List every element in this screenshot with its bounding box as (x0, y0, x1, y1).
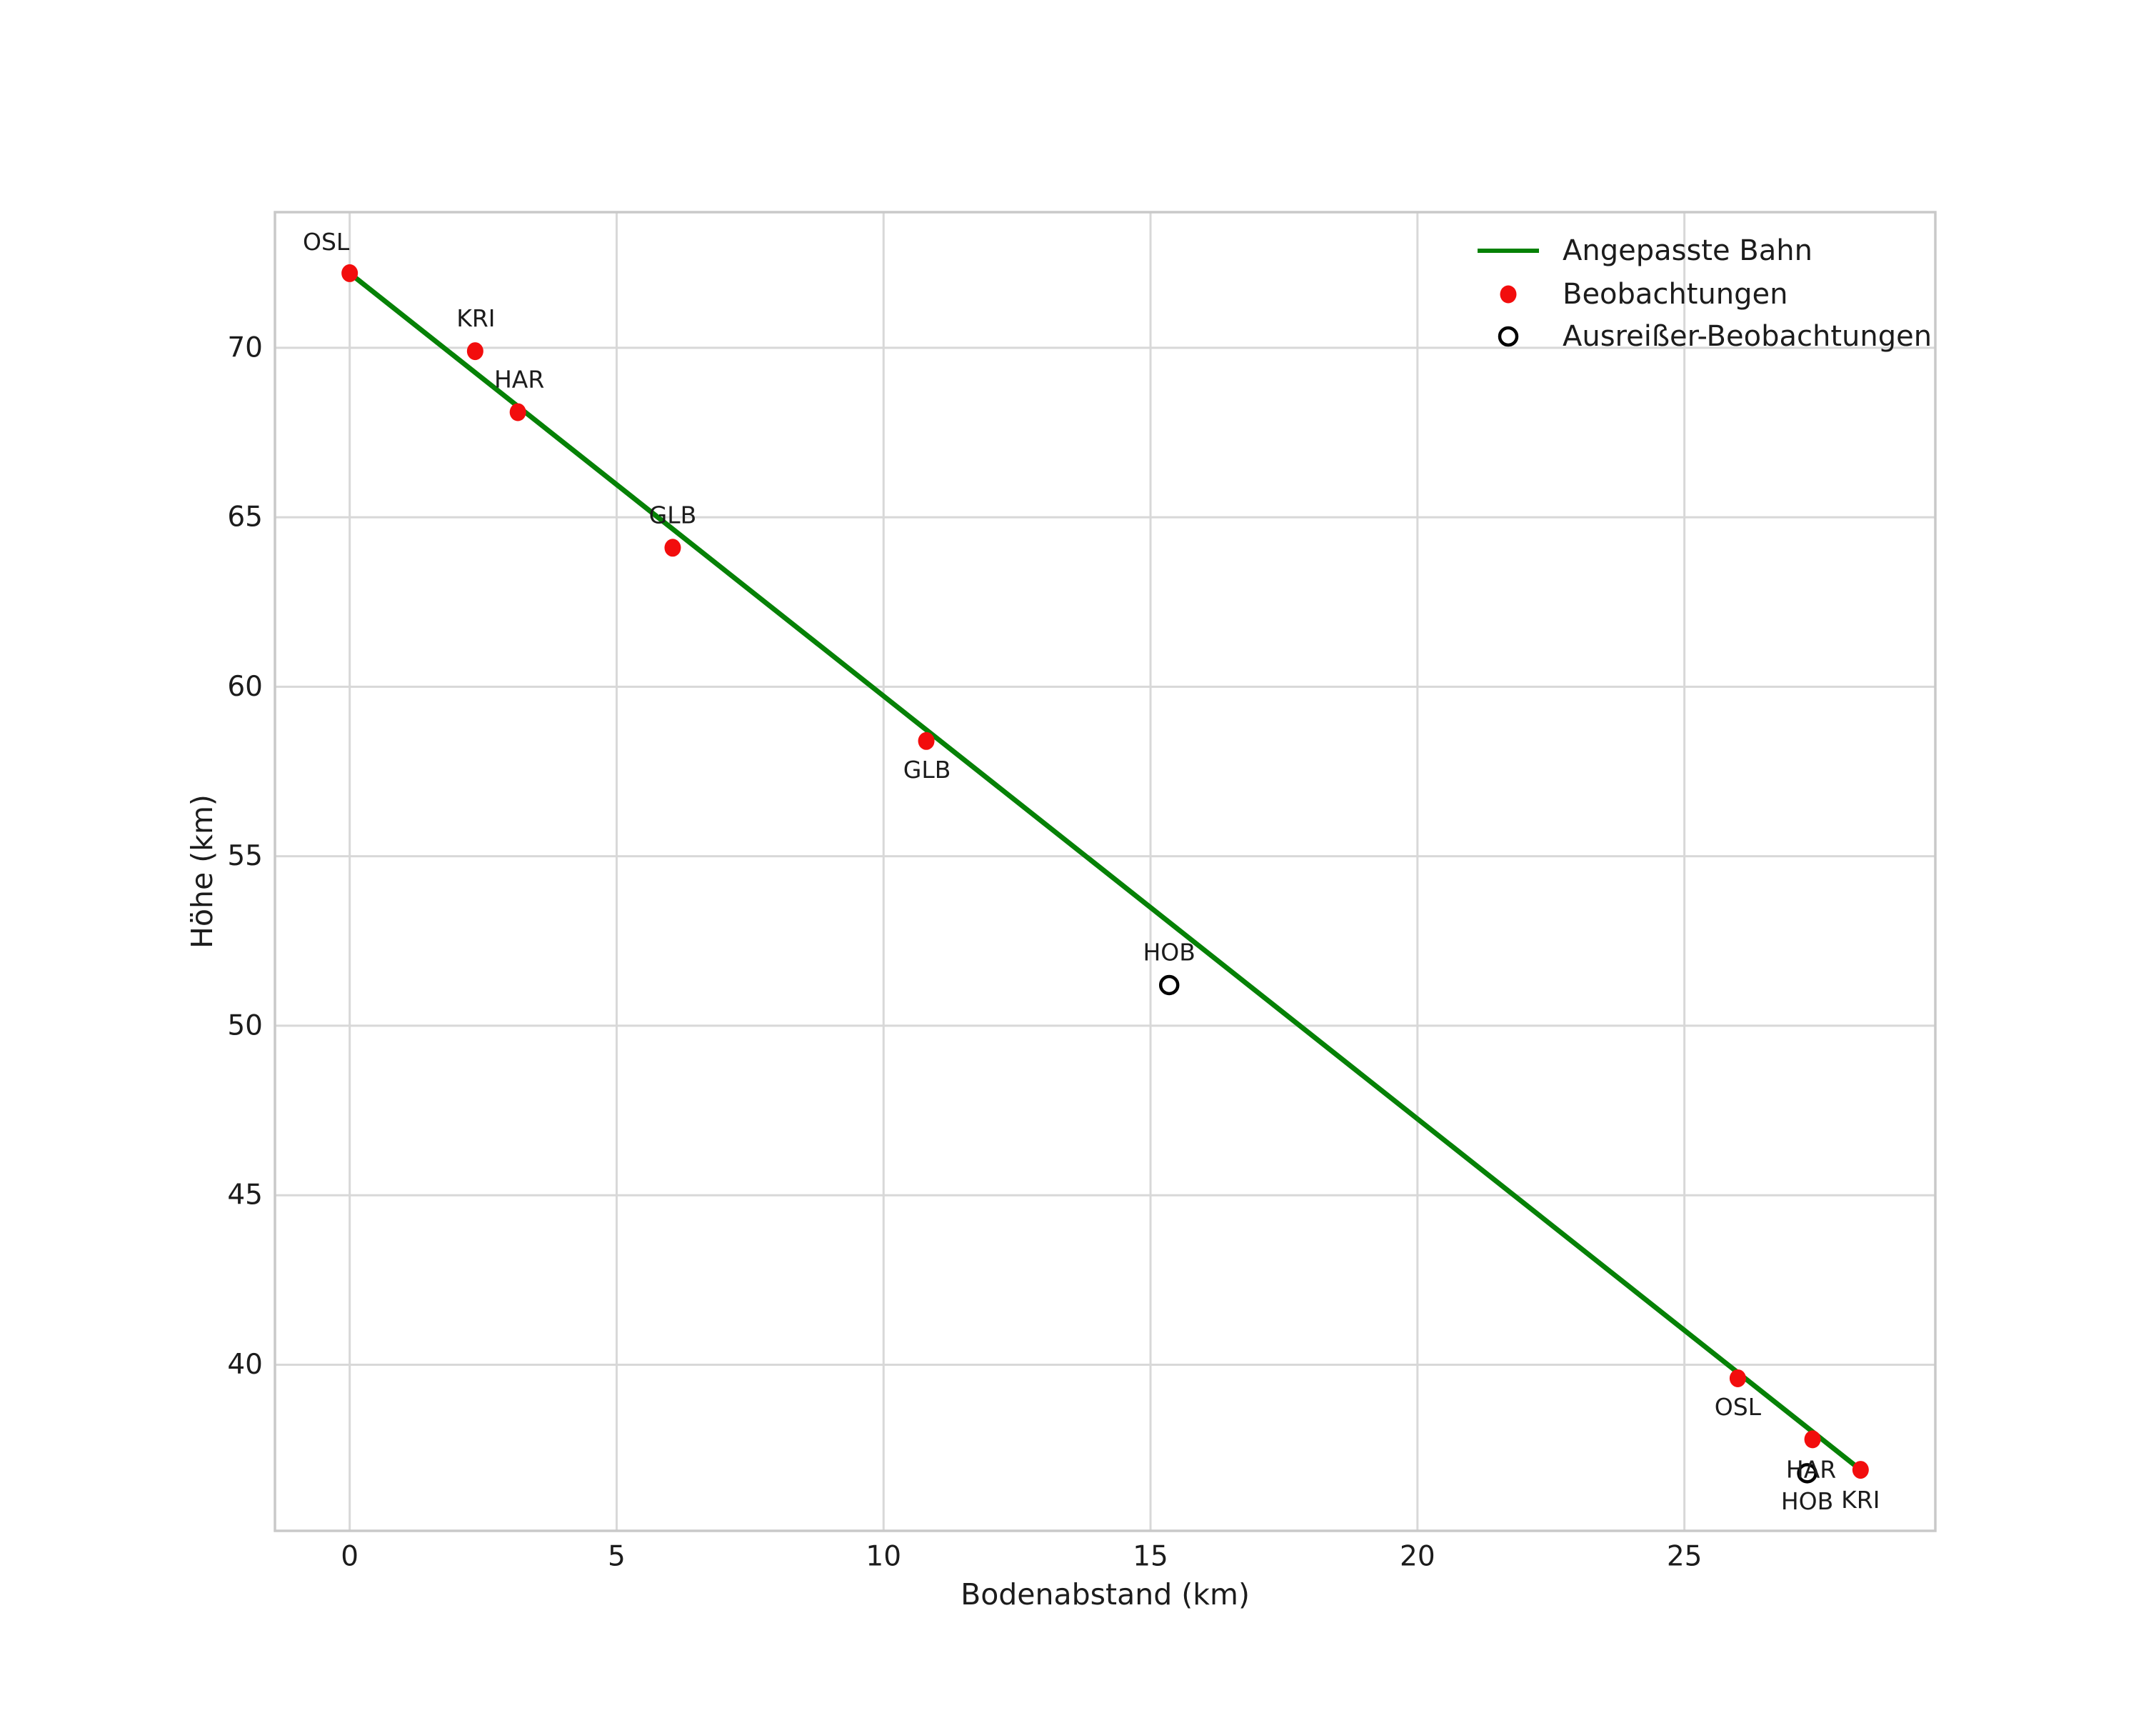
point-label-OSL-observations-0: OSL (303, 228, 350, 256)
legend-label-1: Beobachtungen (1563, 278, 1788, 311)
y-tick-label-60: 60 (227, 671, 263, 703)
legend-item-1: Beobachtungen (1500, 278, 1788, 311)
y-tick-label-40: 40 (227, 1349, 263, 1381)
legend-item-2: Ausreißer-Beobachtungen (1498, 320, 1932, 353)
x-tick-label-10: 10 (866, 1541, 901, 1573)
y-axis-label: Höhe (km) (185, 794, 219, 949)
observation-marker-HAR-6 (1804, 1430, 1821, 1449)
point-label-HAR-observations-2: HAR (494, 365, 544, 393)
outlier-marker-HOB-1 (1797, 1463, 1817, 1484)
observation-marker-KRI-1 (466, 342, 483, 361)
point-label-OSL-observations-5: OSL (1715, 1393, 1762, 1421)
point-label-KRI-observations-1: KRI (456, 304, 495, 332)
point-label-HOB-outliers-1: HOB (1781, 1487, 1833, 1515)
x-tick-label-0: 0 (341, 1541, 359, 1573)
fitted-line (347, 270, 1863, 1473)
outlier-marker-HOB-0 (1158, 974, 1180, 996)
legend-label-2: Ausreißer-Beobachtungen (1563, 320, 1932, 353)
point-label-HOB-outliers-0: HOB (1143, 938, 1195, 966)
observation-marker-HAR-2 (509, 403, 526, 421)
observation-marker-GLB-4 (918, 731, 935, 750)
point-label-GLB-observations-3: GLB (649, 501, 697, 529)
y-tick-label-45: 45 (227, 1179, 263, 1212)
x-tick-label-20: 20 (1400, 1541, 1435, 1573)
x-tick-label-25: 25 (1667, 1541, 1703, 1573)
point-label-GLB-observations-4: GLB (903, 756, 951, 784)
observation-marker-OSL-0 (341, 264, 359, 282)
observation-marker-OSL-5 (1729, 1369, 1746, 1387)
observation-marker-GLB-3 (664, 539, 681, 557)
legend-item-0: Angepasste Bahn (1478, 234, 1812, 267)
point-label-HAR-observations-6: HAR (1786, 1455, 1836, 1483)
legend-dot-swatch (1500, 285, 1517, 304)
legend-open-circle-swatch (1498, 326, 1519, 347)
x-tick-label-5: 5 (608, 1541, 626, 1573)
legend-label-0: Angepasste Bahn (1563, 234, 1812, 267)
observation-marker-KRI-7 (1852, 1461, 1869, 1479)
x-tick-label-15: 15 (1133, 1541, 1168, 1573)
y-tick-label-50: 50 (227, 1009, 263, 1042)
plot-border (274, 211, 1937, 1532)
point-label-KRI-observations-7: KRI (1841, 1486, 1880, 1514)
y-tick-label-70: 70 (227, 331, 263, 364)
y-tick-label-65: 65 (227, 501, 263, 534)
x-axis-label: Bodenabstand (km) (961, 1577, 1250, 1612)
y-tick-label-55: 55 (227, 840, 263, 872)
